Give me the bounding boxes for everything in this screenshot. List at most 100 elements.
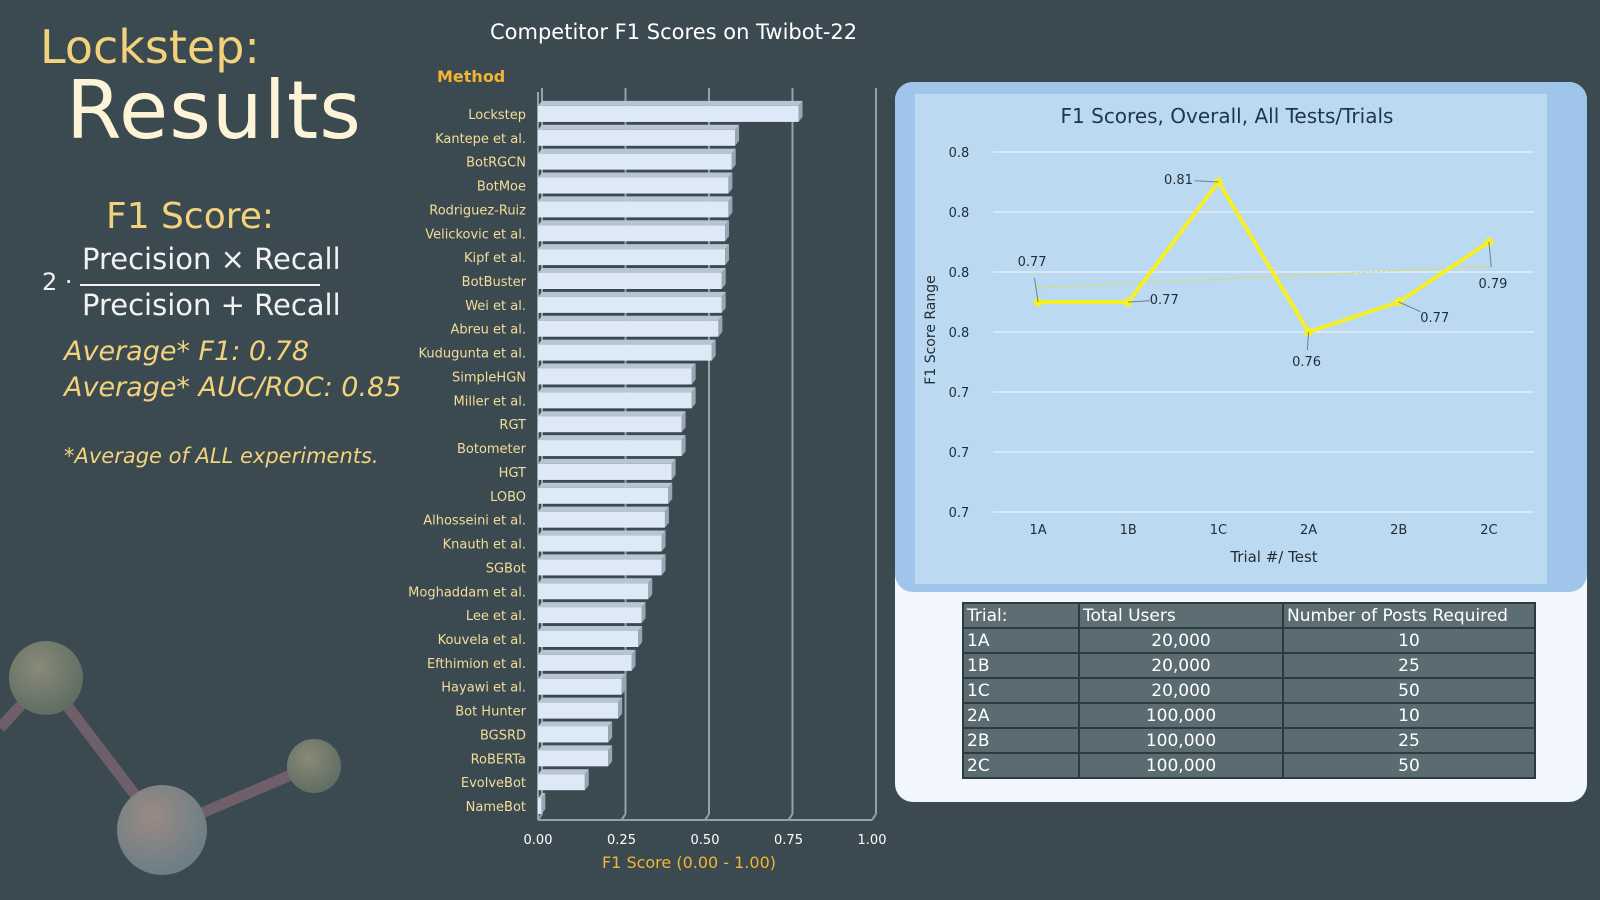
average-f1: Average* F1: 0.78: [64, 336, 310, 367]
bar-side-face: [735, 124, 740, 146]
molecule-atom: [117, 785, 207, 875]
bar-top-face: [538, 482, 673, 488]
bar-side-face: [728, 172, 733, 194]
bar-chart: Method Lockstep Kantepe et al. BotRGCN BotMo…: [408, 67, 886, 872]
category-label: Rodriguez-Ruiz: [429, 203, 526, 218]
bar-group: [538, 220, 730, 242]
formula-numerator: Precision × Recall: [82, 242, 341, 276]
bar-side-face: [731, 148, 736, 170]
bar-group: [538, 793, 546, 815]
bar-top-face: [538, 673, 626, 679]
category-label: SimpleHGN: [452, 370, 526, 385]
title-lockstep: Lockstep:: [40, 20, 260, 74]
bar-side-face: [648, 578, 653, 600]
bar-top-face: [538, 458, 676, 464]
bar: [538, 273, 722, 289]
bar-top-face: [538, 268, 726, 273]
table-cell-posts: 10: [1282, 702, 1536, 729]
bar-top-face: [538, 291, 726, 297]
table-cell-users: 100,000: [1078, 702, 1284, 729]
category-label: Alhosseini et al.: [423, 514, 526, 529]
bar-top-face: [538, 745, 613, 751]
category-label: RGT: [499, 418, 526, 433]
data-label: 0.77: [1018, 255, 1047, 270]
bar-top-face: [538, 435, 686, 441]
bar-side-face: [721, 291, 726, 313]
bar-group: [538, 172, 733, 194]
bar: [538, 153, 732, 170]
category-label: Kouvela et al.: [438, 633, 526, 648]
title-results: Results: [66, 64, 362, 157]
bar: [538, 320, 719, 337]
table-cell-users: 100,000: [1078, 727, 1284, 754]
y-tick-label: 0.7: [949, 386, 970, 401]
bar: [538, 225, 726, 242]
bar-side-face: [584, 769, 589, 791]
bar-side-face: [671, 458, 676, 480]
bar: [538, 440, 682, 457]
x-tick-label: 1C: [1210, 523, 1227, 538]
average-footnote: *Average of ALL experiments.: [64, 444, 379, 468]
bar-group: [538, 411, 686, 433]
bar-side-face: [608, 721, 613, 743]
bar-top-face: [538, 196, 733, 202]
table-cell-posts: 25: [1282, 727, 1536, 754]
bar-top-face: [538, 339, 716, 345]
bar: [538, 798, 542, 815]
line-chart-title: F1 Scores, Overall, All Tests/Trials: [1061, 104, 1394, 128]
bar-group: [538, 315, 723, 337]
x-tick-label: 1B: [1120, 523, 1137, 538]
bar-group: [538, 435, 686, 457]
bar-top-face: [538, 530, 666, 536]
category-label: Kantepe et al.: [435, 132, 526, 147]
bar-group: [538, 649, 636, 671]
x-tick-label: 2B: [1390, 523, 1407, 538]
bar-side-face: [681, 411, 686, 433]
bar: [538, 631, 639, 647]
formula-denominator: Precision + Recall: [82, 288, 341, 322]
leader-line: [1398, 301, 1421, 313]
bar: [538, 416, 682, 433]
table-cell-trial: 2C: [962, 752, 1080, 779]
bar-side-face: [725, 244, 730, 266]
bar-top-face: [538, 721, 613, 727]
bar-side-face: [725, 220, 730, 242]
bar-top-face: [538, 387, 696, 393]
category-label: Kudugunta et al.: [419, 347, 526, 362]
bar-group: [538, 721, 613, 743]
bar-group: [538, 482, 673, 504]
leader-line: [1128, 300, 1150, 303]
molecule-atom: [9, 641, 83, 715]
bar-side-face: [661, 530, 666, 552]
y-tick-label: 0.8: [949, 206, 970, 221]
category-label: BotRGCN: [466, 156, 526, 171]
bar-group: [538, 387, 696, 409]
bar-top-face: [538, 172, 733, 178]
table-cell-trial: 1B: [962, 652, 1080, 679]
bar-top-face: [538, 244, 730, 250]
bar: [538, 249, 726, 266]
bar-group: [538, 291, 726, 313]
bar-group: [538, 148, 736, 170]
bar-side-face: [661, 554, 666, 576]
x-tick-label: 0.25: [607, 833, 636, 848]
bar-group: [538, 196, 733, 218]
table-cell-trial: 1C: [962, 677, 1080, 704]
table-header: Number of Posts Required: [1282, 602, 1536, 629]
bar-top-face: [538, 315, 723, 321]
category-label: LOBO: [490, 490, 526, 505]
bar: [538, 344, 712, 361]
category-label: BotBuster: [462, 275, 527, 290]
trendline: [1038, 265, 1489, 289]
bar-group: [538, 530, 666, 552]
bar-side-face: [718, 315, 723, 337]
bar-group: [538, 458, 676, 480]
bar-top-face: [538, 626, 643, 631]
category-label: Botometer: [457, 442, 527, 457]
bar: [538, 368, 692, 385]
table-row: 2B 100,000 25: [962, 727, 1536, 754]
f1-score-label: F1 Score:: [106, 196, 275, 237]
category-label: EvolveBot: [461, 776, 526, 791]
bar: [538, 726, 609, 743]
y-tick-label: 0.7: [949, 506, 970, 521]
